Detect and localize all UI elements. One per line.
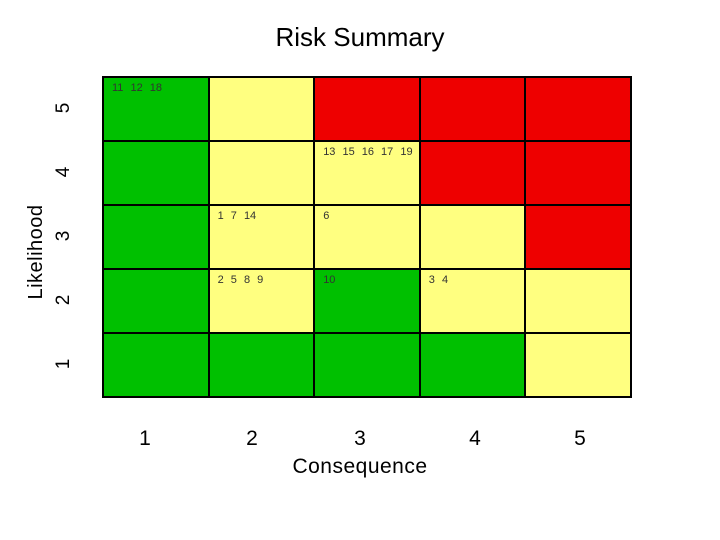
x-label-2: 2 (246, 427, 258, 450)
cell-l2-c4: 3 4 (420, 270, 525, 332)
cell-l5-c3 (315, 78, 419, 140)
y-label-5: 5 (53, 102, 74, 114)
cell-l5-c1: 11 12 18 (104, 78, 208, 140)
x-axis-title: Consequence (292, 455, 428, 478)
cell-items: 13 15 16 17 19 (323, 146, 413, 158)
cell-l5-c4 (420, 78, 525, 140)
cell-l4-c3: 13 15 16 17 19 (315, 142, 419, 204)
y-axis-title: Likelihood (25, 204, 47, 300)
cell-l3-c4 (420, 206, 525, 268)
cell-items: 11 12 18 (112, 82, 163, 94)
cell-l1-c1 (104, 334, 208, 396)
cell-l1-c2 (209, 334, 314, 396)
x-label-3: 3 (354, 427, 366, 450)
cell-l4-c5 (526, 142, 630, 204)
cell-l4-c1 (104, 142, 208, 204)
y-label-3: 3 (53, 230, 74, 242)
cell-l2-c1 (104, 270, 208, 332)
cell-items: 6 (323, 210, 330, 222)
y-label-2: 2 (53, 294, 74, 306)
y-label-4: 4 (53, 166, 74, 178)
cell-items: 2 5 8 9 (217, 274, 264, 286)
x-label-4: 4 (469, 427, 481, 450)
cell-l3-c5 (526, 206, 630, 268)
cell-items: 1 7 14 (217, 210, 257, 222)
cell-l2-c3: 10 (315, 270, 419, 332)
cell-l4-c4 (420, 142, 525, 204)
risk-matrix: 11 12 18 13 15 16 17 19 1 7 14 6 2 5 8 9… (102, 76, 632, 398)
chart-title: Risk Summary (275, 22, 445, 52)
y-label-1: 1 (53, 358, 74, 370)
cell-items: 10 (323, 274, 336, 286)
cell-l5-c5 (526, 78, 630, 140)
cell-l1-c5 (526, 334, 630, 396)
cell-l4-c2 (209, 142, 314, 204)
cell-l5-c2 (209, 78, 314, 140)
cell-l1-c3 (315, 334, 419, 396)
cell-l3-c1 (104, 206, 208, 268)
cell-l3-c2: 1 7 14 (209, 206, 314, 268)
x-label-5: 5 (574, 427, 586, 450)
cell-items: 3 4 (428, 274, 449, 286)
cell-l2-c2: 2 5 8 9 (209, 270, 314, 332)
cell-l2-c5 (526, 270, 630, 332)
x-label-1: 1 (139, 427, 151, 450)
cell-l3-c3: 6 (315, 206, 419, 268)
cell-l1-c4 (420, 334, 525, 396)
